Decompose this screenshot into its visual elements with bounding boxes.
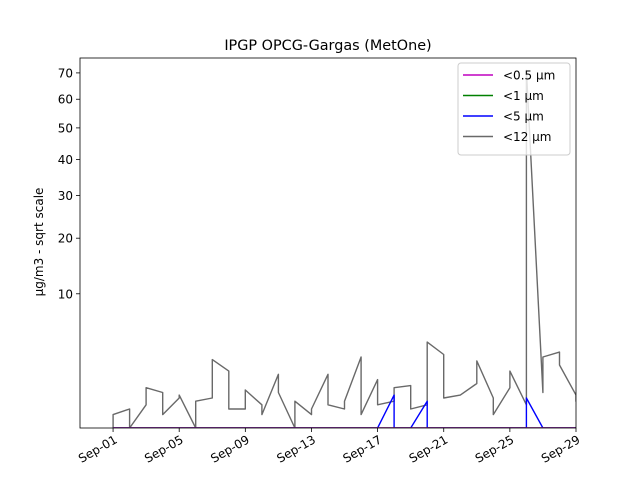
- legend-label: <12 µm: [503, 130, 551, 144]
- chart-title: IPGP OPCG-Gargas (MetOne): [224, 38, 431, 54]
- legend: <0.5 µm <1 µm <5 µm <12 µm: [457, 62, 571, 156]
- y-tick-label: 50: [58, 121, 73, 135]
- y-tick-label: 40: [58, 153, 73, 167]
- y-tick-label: 10: [58, 287, 73, 301]
- axes-frame: [79, 57, 577, 429]
- legend-label: <1 µm: [503, 89, 544, 103]
- y-axis-label: µg/m3 - sqrt scale: [32, 188, 46, 297]
- legend-label: <5 µm: [503, 110, 544, 124]
- legend-label: <0.5 µm: [503, 69, 555, 83]
- y-axis-ticks: 10 20 30 40 50 60 70: [58, 66, 80, 301]
- series-line--12-m: [112, 69, 576, 428]
- y-tick-label: 60: [58, 93, 73, 107]
- legend-frame: [457, 62, 571, 156]
- y-tick-label: 30: [58, 189, 73, 203]
- y-tick-label: 70: [58, 66, 73, 80]
- series-layer: [112, 69, 576, 428]
- y-tick-label: 20: [58, 232, 73, 246]
- plot-area: [79, 57, 577, 429]
